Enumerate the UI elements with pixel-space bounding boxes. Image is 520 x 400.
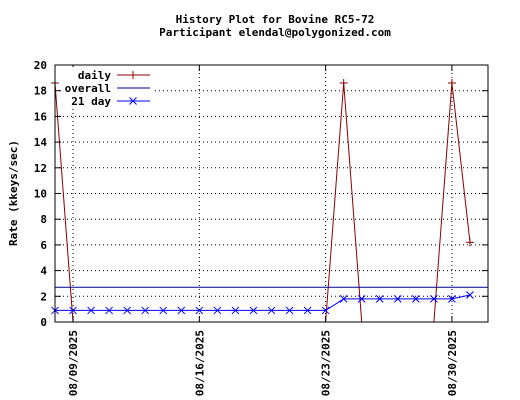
series-21-day-point bbox=[249, 306, 258, 315]
series-21-day-point bbox=[448, 295, 456, 303]
series-21-day-point bbox=[303, 306, 312, 315]
series-21-day bbox=[51, 291, 474, 315]
y-tick-label: 8 bbox=[40, 213, 47, 226]
series-21-day-point bbox=[213, 306, 222, 315]
series-layer bbox=[51, 78, 488, 323]
legend-label-overall: overall bbox=[65, 82, 111, 95]
chart-title: History Plot for Bovine RC5-72 bbox=[176, 13, 375, 26]
y-tick-label: 2 bbox=[40, 290, 47, 303]
chart-subtitle: Participant elendal@polygonized.com bbox=[159, 26, 391, 39]
series-daily-line bbox=[54, 82, 471, 323]
series-21-day-point bbox=[69, 306, 77, 315]
series-21-day-point bbox=[159, 306, 168, 315]
y-tick-label: 6 bbox=[40, 239, 47, 252]
series-21-day-point bbox=[231, 306, 240, 315]
series-daily bbox=[51, 78, 474, 323]
series-21-day-point bbox=[430, 295, 438, 303]
x-tick-label: 08/23/2025 bbox=[320, 330, 333, 396]
series-21-day-point bbox=[285, 306, 294, 315]
series-21-day-point bbox=[375, 295, 384, 303]
x-tick-label: 08/16/2025 bbox=[193, 330, 206, 396]
series-21-day-point bbox=[321, 306, 330, 315]
series-21-day-point bbox=[357, 295, 366, 303]
y-tick-label: 12 bbox=[34, 162, 47, 175]
y-tick-label: 4 bbox=[40, 265, 47, 278]
series-21-day-line bbox=[55, 294, 471, 311]
series-21-day-point bbox=[466, 291, 474, 299]
series-21-day-point bbox=[393, 295, 402, 303]
grid-lines bbox=[55, 65, 488, 322]
series-21-day-point bbox=[141, 306, 150, 315]
y-axis-label: Rate (kkeys/sec) bbox=[7, 140, 20, 246]
y-tick-label: 20 bbox=[34, 59, 47, 72]
y-tick-label: 0 bbox=[40, 316, 47, 329]
series-21-day-point bbox=[267, 306, 276, 315]
y-tick-label: 10 bbox=[34, 188, 47, 201]
x-tick-label: 08/09/2025 bbox=[67, 330, 80, 396]
y-tick-label: 18 bbox=[34, 85, 47, 98]
axis-ticks: 0 2 4 6 8 10 12 14 16 18 20 08/09/2025 08/16/2025 08/… bbox=[34, 59, 488, 396]
legend-label-21-day: 21 day bbox=[71, 95, 111, 108]
y-tick-label: 16 bbox=[34, 110, 48, 123]
x-tick-label: 08/30/2025 bbox=[446, 330, 459, 396]
legend-label-daily: daily bbox=[78, 69, 111, 82]
series-21-day-point bbox=[87, 306, 95, 315]
y-tick-label: 14 bbox=[34, 136, 48, 149]
series-21-day-point bbox=[411, 295, 420, 303]
series-21-day-point bbox=[195, 306, 204, 315]
legend-marker-21-day bbox=[129, 97, 137, 105]
series-21-day-point bbox=[105, 306, 113, 315]
series-21-day-point bbox=[123, 306, 132, 315]
series-21-day-point bbox=[339, 295, 348, 303]
series-21-day-point bbox=[177, 306, 186, 315]
